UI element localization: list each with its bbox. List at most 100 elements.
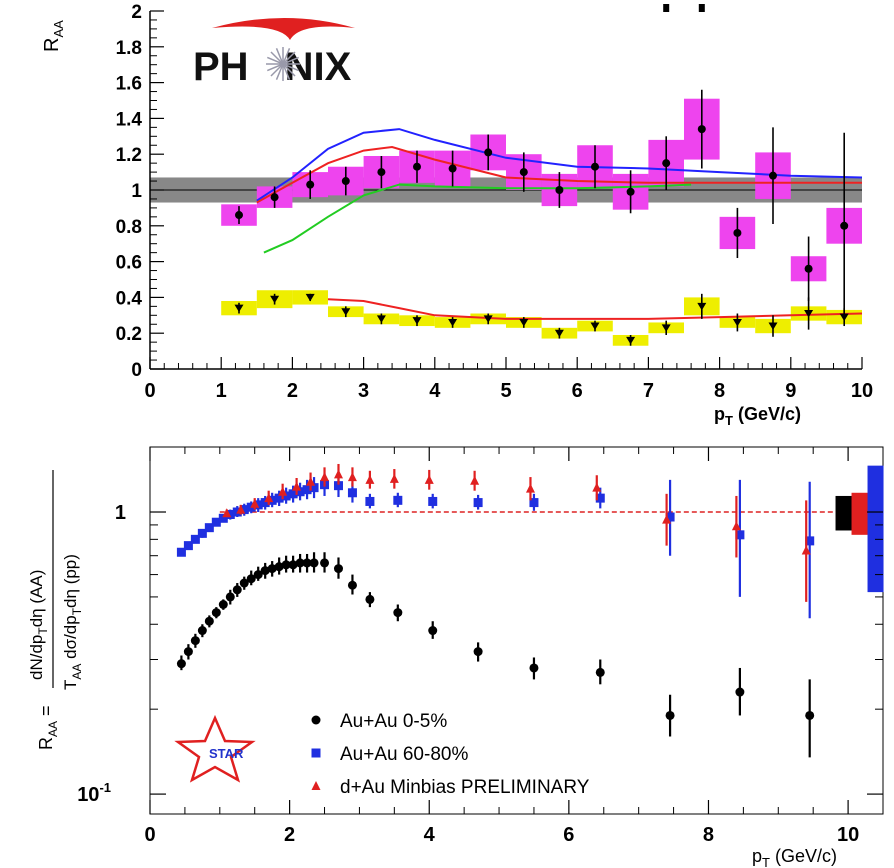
phenix-data-point — [448, 318, 458, 327]
star-data-point — [197, 528, 207, 538]
phenix-x-tick-label: 5 — [500, 380, 511, 402]
phenix-data-point — [519, 318, 529, 327]
star-data-point — [288, 560, 298, 570]
star-data-point — [424, 474, 434, 484]
phenix-theory-curve — [256, 145, 862, 204]
star-data-point — [236, 504, 246, 514]
star-data-point — [250, 498, 260, 508]
star-x-label: pT (GeV/c) — [752, 846, 837, 868]
star-plot-frame — [149, 446, 884, 815]
phenix-data-point — [341, 308, 351, 316]
star-data-point — [176, 659, 186, 669]
star-data-point — [805, 710, 815, 720]
phenix-logo: PH NIX — [193, 18, 355, 89]
phenix-data-point — [555, 186, 564, 194]
star-legend-label: d+Au Minbias PRELIMINARY — [340, 777, 590, 798]
phenix-y-tick-label: 0.4 — [116, 288, 143, 309]
star-data-point — [662, 514, 672, 524]
star-data-point — [347, 472, 357, 482]
star-data-point — [393, 608, 403, 618]
star-data-point — [333, 564, 343, 574]
star-y-label-numerator: dN/dpTdη (AA) — [27, 570, 50, 680]
star-data-point — [225, 509, 235, 519]
phenix-data-point — [590, 322, 600, 331]
star-legend-label: Au+Au 0-5% — [340, 711, 447, 732]
star-data-point — [801, 545, 811, 555]
star-data-point — [281, 491, 291, 501]
phenix-x-tick-label: 10 — [851, 380, 873, 402]
star-logo-text: STAR — [209, 746, 244, 761]
phenix-data-point — [554, 329, 564, 338]
star-x-ticks: 0 2 4 6 8 10 — [144, 447, 859, 846]
star-data-point — [204, 523, 214, 533]
phenix-x-tick-label: 3 — [358, 380, 369, 402]
star-logo: STAR — [174, 714, 256, 783]
phenix-x-tick-label: 6 — [572, 380, 583, 402]
star-data-point — [525, 483, 535, 493]
star-x-tick-label: 0 — [144, 824, 155, 846]
star-y-label-lhs: RAA = — [36, 705, 60, 750]
phenix-data-point — [235, 211, 243, 220]
phenix-theory-curve — [327, 298, 863, 320]
star-data-point — [295, 558, 305, 568]
phenix-logo-text: PH NIX — [193, 45, 352, 89]
star-data-point — [274, 493, 284, 503]
phenix-data-point — [839, 313, 849, 322]
phenix-star-ray — [282, 63, 299, 72]
star-legend-marker — [311, 748, 321, 758]
star-data-point — [320, 472, 330, 482]
phenix-theory-curves — [256, 128, 863, 320]
phenix-data-point — [733, 228, 742, 237]
star-y-label-denominator: TAA dσ/dpTdη (pp) — [61, 554, 84, 690]
phenix-offscale-mark — [663, 4, 670, 12]
star-legend-marker — [311, 781, 321, 790]
phenix-logo-arc — [212, 18, 355, 40]
phenix-y-tick-label: 1.4 — [116, 109, 143, 130]
phenix-logo-star — [266, 47, 300, 81]
phenix-star-ray — [282, 56, 299, 65]
star-normalization-boxes — [835, 465, 884, 593]
phenix-data-point — [626, 187, 635, 196]
phenix-star-ray — [282, 48, 291, 65]
star-data-point — [805, 536, 815, 546]
star-data-point — [278, 486, 288, 496]
phenix-data-point — [768, 322, 778, 331]
phenix-y-tick-label: 0.2 — [116, 324, 142, 345]
star-data-point — [529, 663, 539, 673]
phenix-data-point — [804, 264, 813, 273]
star-data-point — [246, 574, 256, 584]
phenix-data-point — [377, 168, 386, 177]
star-data-point — [309, 483, 319, 493]
star-data-point — [595, 493, 605, 503]
phenix-data-point — [270, 193, 279, 202]
star-data-point — [595, 667, 605, 677]
star-data-point — [428, 626, 438, 636]
phenix-data-point — [591, 162, 599, 171]
star-data-point — [218, 600, 228, 610]
star-x-tick-label: 4 — [424, 824, 436, 846]
star-data-point — [190, 534, 200, 544]
phenix-star-ray — [270, 51, 284, 65]
star-data-point — [306, 476, 316, 486]
phenix-data-point — [483, 315, 493, 323]
phenix-data-point — [484, 148, 493, 157]
phenix-data-point — [448, 164, 457, 173]
star-data-point — [309, 558, 319, 568]
star-y-ticks: 1 10-1 — [77, 502, 883, 806]
phenix-y-tick-label: 1.2 — [116, 145, 142, 166]
phenix-x-tick-label: 7 — [643, 380, 654, 402]
phenix-data-point — [413, 162, 421, 171]
phenix-y-tick-label: 1 — [131, 181, 142, 202]
phenix-data-point — [376, 315, 386, 323]
star-data-point — [292, 481, 302, 491]
phenix-y-tick-label: 2 — [131, 2, 142, 23]
phenix-star-ray — [282, 63, 296, 77]
phenix-data-point — [804, 310, 814, 318]
star-data-point — [302, 558, 312, 568]
star-data-point — [665, 512, 675, 522]
star-data-point — [473, 647, 483, 657]
star-data-point — [190, 636, 200, 646]
star-data-point — [365, 496, 375, 506]
star-norm-box — [867, 465, 884, 593]
